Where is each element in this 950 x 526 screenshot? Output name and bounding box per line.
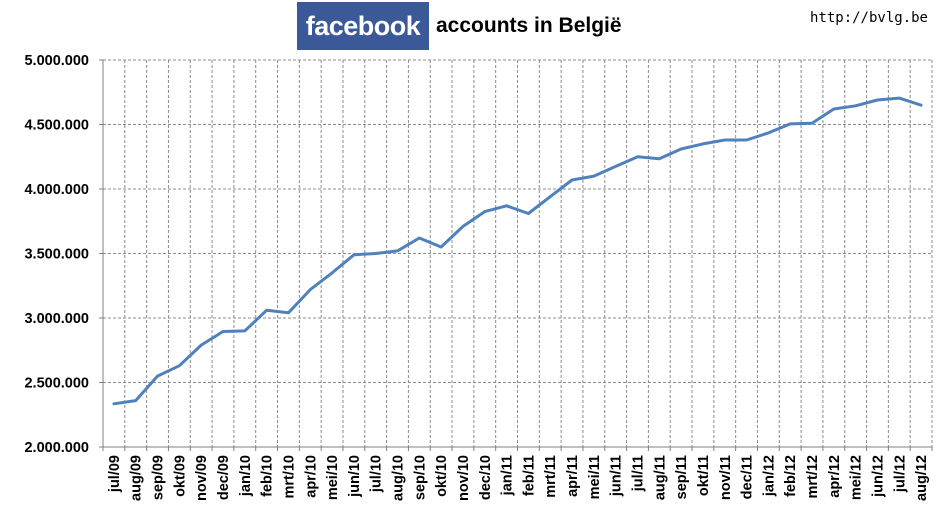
x-tick-label: sep/11 [674, 455, 690, 499]
x-tick-label: sep/10 [412, 455, 428, 500]
x-tick-label: dec/11 [740, 455, 756, 499]
x-tick-label: jun/11 [609, 455, 625, 497]
y-tick-label: 4.000.000 [24, 182, 89, 198]
x-tick-label: nov/09 [194, 455, 210, 501]
x-tick-label: jul/10 [369, 455, 385, 493]
series-line [112, 96, 923, 406]
x-tick-label: jul/12 [892, 455, 908, 493]
y-tick-label: 2.500.000 [24, 376, 89, 392]
x-tick-label: aug/11 [652, 455, 668, 500]
logo-text: facebook [305, 10, 421, 41]
site-url: http://bvlg.be [809, 10, 928, 26]
x-tick-label: feb/12 [783, 455, 799, 497]
chart-title: accounts in België [436, 14, 622, 37]
x-tick-label: jun/12 [870, 455, 886, 498]
y-tick-label: 2.000.000 [24, 440, 89, 456]
x-tick-label: okt/11 [696, 455, 712, 496]
facebook-logo: facebook [297, 2, 429, 50]
y-tick-label: 5.000.000 [24, 53, 89, 69]
x-tick-label: nov/11 [718, 455, 734, 500]
x-tick-label: aug/09 [129, 455, 145, 501]
x-tick-label: mei/10 [325, 455, 341, 500]
x-tick-label: aug/12 [914, 455, 930, 501]
x-tick-label: jul/09 [107, 455, 123, 493]
x-tick-label: okt/09 [172, 455, 188, 497]
x-tick-label: mrt/12 [805, 455, 821, 499]
x-tick-label: mrt/10 [281, 455, 297, 499]
y-tick-label: 4.500.000 [24, 118, 89, 134]
x-tick-label: mrt/11 [543, 455, 559, 498]
x-tick-label: jan/12 [761, 455, 777, 497]
y-tick-label: 3.000.000 [24, 311, 89, 327]
x-tick-label: mei/12 [849, 455, 865, 500]
x-tick-label: mei/11 [587, 455, 603, 499]
y-axis-ticks: 2.000.000 2.500.000 3.000.000 3.500.000 4.00… [24, 53, 89, 456]
x-tick-label: apr/10 [303, 455, 319, 498]
x-tick-label: aug/10 [391, 455, 407, 501]
x-tick-label: feb/11 [521, 455, 537, 496]
axes [99, 59, 933, 451]
y-tick-label: 3.500.000 [24, 247, 89, 263]
x-tick-label: okt/10 [434, 455, 450, 497]
x-tick-label: jan/11 [500, 455, 516, 496]
x-tick-label: jan/10 [238, 455, 254, 497]
x-axis-ticks: jul/09 aug/09 sep/09 okt/09 nov/09 dec/09 jan/… [107, 455, 930, 501]
x-tick-label: sep/09 [151, 455, 167, 500]
x-tick-label: jun/10 [347, 455, 363, 498]
grid [103, 59, 933, 447]
x-tick-label: nov/10 [456, 455, 472, 501]
series [112, 96, 923, 406]
x-tick-label: dec/10 [478, 455, 494, 500]
x-tick-label: dec/09 [216, 455, 232, 500]
x-tick-label: apr/12 [827, 455, 843, 498]
x-tick-label: apr/11 [565, 455, 581, 497]
x-tick-label: feb/10 [260, 455, 276, 497]
x-tick-label: jul/11 [630, 455, 646, 492]
